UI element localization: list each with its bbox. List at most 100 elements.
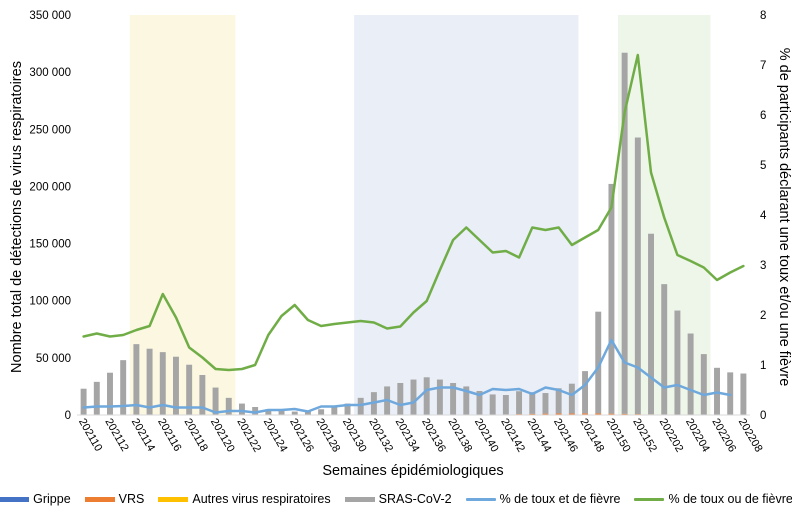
bar-vrs-202148 bbox=[582, 413, 589, 415]
legend-swatch-autres bbox=[158, 496, 189, 502]
bar-sras-cov-2-202208 bbox=[740, 373, 747, 415]
y2-tick-label: 2 bbox=[760, 310, 766, 322]
y2-axis-title: % de participants déclarant une toux et/… bbox=[776, 48, 792, 387]
x-tick-label: 202116 bbox=[155, 417, 183, 454]
bar-vrs-202151 bbox=[621, 413, 628, 415]
bar-vrs-202145 bbox=[542, 413, 549, 415]
y-tick-label: 250 000 bbox=[29, 124, 71, 136]
bar-sras-cov-2-202141 bbox=[489, 394, 496, 415]
y2-tick-label: 8 bbox=[760, 10, 766, 22]
legend-item-vrs: VRS bbox=[84, 492, 145, 506]
y-tick-label: 200 000 bbox=[29, 181, 71, 193]
x-tick-label: 202146 bbox=[551, 417, 580, 455]
bar-sras-cov-2-202124 bbox=[265, 409, 272, 415]
bar-sras-cov-2-202147 bbox=[568, 383, 575, 414]
y2-tick-label: 4 bbox=[760, 210, 767, 222]
bar-sras-cov-2-202130 bbox=[344, 403, 351, 415]
bar-sras-cov-2-202204 bbox=[687, 333, 694, 415]
line-toux-ou-fievre bbox=[82, 53, 745, 372]
y-tick-label: 350 000 bbox=[29, 10, 71, 22]
y-tick-label: 50 000 bbox=[36, 353, 71, 365]
bar-sras-cov-2-202202 bbox=[661, 284, 668, 415]
shaded-period-1 bbox=[129, 15, 236, 415]
x-tick-label: 202152 bbox=[630, 417, 659, 455]
x-tick-label: 202118 bbox=[182, 417, 210, 454]
right-axis-ticks: 0 1 2 3 4 5 6 7 8 bbox=[760, 10, 767, 422]
bar-sras-cov-2-202120 bbox=[212, 387, 219, 415]
bar-sras-cov-2-202116 bbox=[159, 352, 166, 415]
x-tick-label: 202114 bbox=[129, 417, 157, 454]
y2-tick-label: 1 bbox=[760, 360, 766, 372]
bar-series bbox=[80, 52, 747, 415]
bar-sras-cov-2-202125 bbox=[278, 410, 285, 415]
bar-sras-cov-2-202111 bbox=[93, 381, 100, 415]
y-axis-title: Nombre total de détections de virus resp… bbox=[9, 61, 25, 373]
chart-svg: 0 50 000 100 000 150 000 200 000 250 000 300 0… bbox=[9, 10, 792, 479]
legend-swatch-sras bbox=[344, 496, 375, 502]
bar-sras-cov-2-202152 bbox=[634, 137, 641, 415]
bar-sras-cov-2-202128 bbox=[318, 409, 325, 415]
x-tick-label: 202120 bbox=[208, 417, 237, 455]
x-tick-label: 202126 bbox=[287, 417, 316, 455]
x-tick-label: 202132 bbox=[366, 417, 395, 455]
legend-swatch-grippe bbox=[0, 496, 30, 502]
x-axis-ticks: 2021102021122021142021162021182021202021… bbox=[76, 417, 765, 455]
legend-item-toux-ou: % de toux ou de fièvre bbox=[634, 492, 792, 506]
y-tick-label: 100 000 bbox=[29, 296, 71, 308]
legend-swatch-toux-et bbox=[465, 497, 496, 501]
y2-tick-label: 5 bbox=[760, 160, 766, 172]
bar-sras-cov-2-202149 bbox=[595, 311, 602, 414]
legend-label-grippe: Grippe bbox=[33, 492, 71, 506]
legend-swatch-toux-ou bbox=[634, 497, 665, 501]
x-tick-label: 202134 bbox=[393, 417, 422, 455]
bar-sras-cov-2-202121 bbox=[225, 397, 232, 415]
bar-sras-cov-2-202118 bbox=[186, 364, 193, 415]
legend-label-vrs: VRS bbox=[118, 492, 145, 506]
x-tick-label: 202148 bbox=[577, 417, 606, 455]
bar-sras-cov-2-202131 bbox=[357, 397, 364, 415]
x-tick-label: 202138 bbox=[445, 417, 474, 455]
bar-sras-cov-2-202110 bbox=[80, 388, 87, 415]
bar-sras-cov-2-202138 bbox=[450, 383, 457, 415]
legend-item-sras: SRAS-CoV-2 bbox=[344, 492, 452, 506]
bar-sras-cov-2-202142 bbox=[502, 395, 509, 415]
x-tick-label: 202142 bbox=[498, 417, 527, 455]
bar-sras-cov-2-202150 bbox=[608, 183, 615, 414]
bar-sras-cov-2-202135 bbox=[410, 379, 417, 415]
x-tick-label: 202208 bbox=[736, 417, 765, 455]
bar-sras-cov-2-202137 bbox=[436, 379, 443, 415]
y2-tick-label: 6 bbox=[760, 110, 766, 122]
shaded-periods bbox=[129, 15, 711, 415]
legend-label-sras: SRAS-CoV-2 bbox=[378, 492, 452, 506]
bar-sras-cov-2-202122 bbox=[238, 403, 245, 415]
bar-sras-cov-2-202140 bbox=[476, 391, 483, 415]
legend-item-toux-et: % de toux et de fièvre bbox=[465, 492, 620, 506]
x-axis-title: Semaines épidémiologiques bbox=[322, 463, 503, 479]
bar-sras-cov-2-202123 bbox=[252, 407, 259, 415]
bar-sras-cov-2-202151 bbox=[621, 52, 628, 414]
shaded-period-2 bbox=[354, 15, 579, 415]
left-axis-ticks: 0 50 000 100 000 150 000 200 000 250 000 300 0… bbox=[29, 10, 71, 422]
bar-sras-cov-2-202207 bbox=[727, 372, 734, 415]
bar-sras-cov-2-202117 bbox=[173, 356, 179, 415]
legend-label-toux-ou: % de toux ou de fièvre bbox=[668, 492, 792, 506]
bar-vrs-202150 bbox=[608, 413, 615, 415]
y-tick-label: 0 bbox=[65, 410, 71, 422]
y2-tick-label: 0 bbox=[760, 410, 766, 422]
x-tick-label: 202144 bbox=[525, 417, 554, 455]
line-toux-et-fievre bbox=[82, 338, 732, 414]
x-tick-label: 202112 bbox=[102, 417, 130, 454]
legend-item-grippe: Grippe bbox=[0, 492, 71, 506]
x-tick-label: 202122 bbox=[234, 417, 263, 455]
bar-sras-cov-2-202145 bbox=[542, 393, 549, 414]
bar-sras-cov-2-202113 bbox=[120, 360, 127, 415]
y-tick-label: 300 000 bbox=[29, 67, 71, 79]
bar-sras-cov-2-202143 bbox=[516, 391, 523, 415]
x-tick-label: 202150 bbox=[604, 417, 633, 455]
bar-sras-cov-2-202134 bbox=[397, 383, 404, 415]
bar-sras-cov-2-202136 bbox=[423, 377, 430, 415]
bar-sras-cov-2-202201 bbox=[648, 233, 654, 415]
bar-vrs-202149 bbox=[595, 413, 602, 415]
x-tick-label: 202202 bbox=[657, 417, 686, 455]
bar-vrs-202147 bbox=[568, 413, 575, 415]
